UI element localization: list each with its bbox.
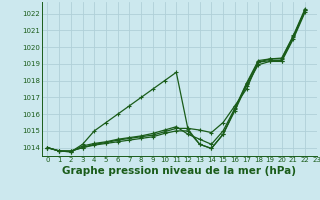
X-axis label: Graphe pression niveau de la mer (hPa): Graphe pression niveau de la mer (hPa)	[62, 166, 296, 176]
